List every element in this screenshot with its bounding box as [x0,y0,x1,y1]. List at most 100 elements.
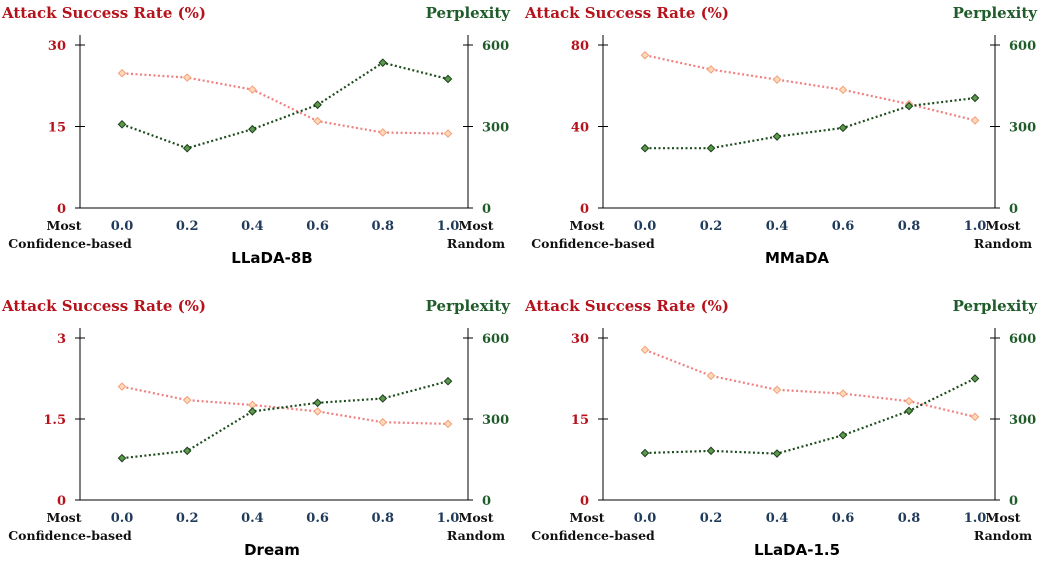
left-tick-label: 30 [571,332,589,347]
asr-point [640,345,650,355]
x-tick-label: 0.8 [898,511,921,526]
asr-point [904,396,914,406]
x-right-end-label: Most [459,218,494,233]
right-tick-label: 600 [1009,332,1036,347]
right-tick-label: 600 [1009,39,1036,54]
x-tick-label: 0.0 [111,511,134,526]
perplexity-point [182,143,192,153]
right-axis-title: Perplexity [953,297,1039,315]
asr-point [772,385,782,395]
x-tick-label: 0.2 [700,511,723,526]
perplexity-point [248,407,257,416]
perplexity-point [443,74,453,84]
asr-point [443,419,453,429]
perplexity-point [378,394,388,403]
asr-point [182,73,192,82]
perplexity-point [904,406,914,416]
x-left-end-label: Most [570,218,605,233]
perplexity-series-line [121,380,449,460]
chart-panel-dream: Attack Success Rate (%) Perplexity 0 1.5 3 0 3… [1,297,511,559]
x-tick-label: 0.2 [176,219,199,234]
right-axis-title: Perplexity [426,4,512,22]
x-right-end-label: Most [986,218,1021,233]
left-axis-title: Attack Success Rate (%) [524,4,729,22]
chart-panel-llada-1.5: Attack Success Rate (%) Perplexity0153003… [524,297,1038,559]
model-name: Dream [244,541,300,559]
asr-series-line [121,72,449,135]
x-tick-label: 0.4 [241,511,264,526]
perplexity-point [378,58,388,67]
right-tick-label: 0 [1009,202,1018,217]
left-tick-label: 0 [57,202,66,217]
asr-point [706,371,716,381]
perplexity-point [117,453,127,463]
asr-point [838,389,848,398]
x-right-end-label: Most [986,510,1021,525]
chart-panel-llada-8b: Attack Success Rate (%) Perplexity0153003… [1,4,511,267]
left-tick-label: 40 [571,121,589,136]
right-tick-label: 300 [482,413,509,428]
asr-point [117,68,127,78]
right-tick-label: 0 [482,494,491,509]
asr-point [117,382,127,391]
asr-point [706,65,716,74]
model-name: LLaDA-8B [231,249,312,267]
perplexity-point [443,376,453,386]
x-right-end-label: Most [459,510,494,525]
perplexity-point [970,374,980,383]
left-tick-label: 15 [571,413,589,428]
perplexity-point [970,93,980,103]
x-left-end-sublabel: Confidence-based [531,528,655,543]
left-tick-label: 0 [580,202,589,217]
perplexity-point [640,143,650,153]
x-right-end-sublabel: Random [974,528,1032,543]
x-tick-label: 0.6 [832,511,855,526]
asr-point [640,50,650,60]
left-axis-title: Attack Success Rate (%) [1,4,206,22]
left-tick-label: 0 [580,494,589,509]
left-tick-label: 0 [57,494,66,509]
asr-point [248,85,257,94]
left-tick-label: 1.5 [43,413,66,428]
right-tick-label: 0 [1009,494,1018,509]
x-tick-label: 1.0 [964,219,987,234]
x-tick-label: 0.6 [832,219,855,234]
asr-point [182,395,192,405]
x-left-end-sublabel: Confidence-based [8,528,132,543]
right-axis-title: Perplexity [953,4,1039,22]
perplexity-point [838,430,848,440]
perplexity-series-line [644,377,976,455]
x-tick-label: 0.6 [306,511,329,526]
x-tick-label: 0.8 [898,219,921,234]
x-left-end-label: Most [47,510,82,525]
x-tick-label: 0.4 [766,511,789,526]
right-tick-label: 600 [482,39,509,54]
perplexity-point [772,449,782,458]
asr-point [772,75,782,84]
x-tick-label: 0.0 [634,219,657,234]
x-tick-label: 0.4 [766,219,789,234]
asr-point [838,85,848,95]
x-left-end-label: Most [570,510,605,525]
x-tick-label: 0.0 [111,219,134,234]
x-tick-label: 0.0 [634,511,657,526]
left-tick-label: 30 [48,39,66,54]
perplexity-series-line [645,96,976,150]
x-tick-label: 0.6 [306,219,329,234]
left-tick-label: 3 [57,332,66,347]
x-left-end-sublabel: Confidence-based [531,236,655,251]
model-name: LLaDA-1.5 [754,541,840,559]
asr-point [443,129,453,138]
asr-point [970,412,980,422]
right-tick-label: 300 [482,121,509,136]
chart-panel-mmada: Attack Success Rate (%) Perplexity 0 40 80 0 3… [524,4,1038,267]
asr-point [970,116,980,125]
perplexity-point [706,143,716,153]
perplexity-point [904,101,914,111]
perplexity-point [248,124,257,134]
asr-series-line [644,54,976,122]
asr-series-line [644,348,976,418]
perplexity-point [838,123,848,133]
left-tick-label: 80 [571,39,589,54]
